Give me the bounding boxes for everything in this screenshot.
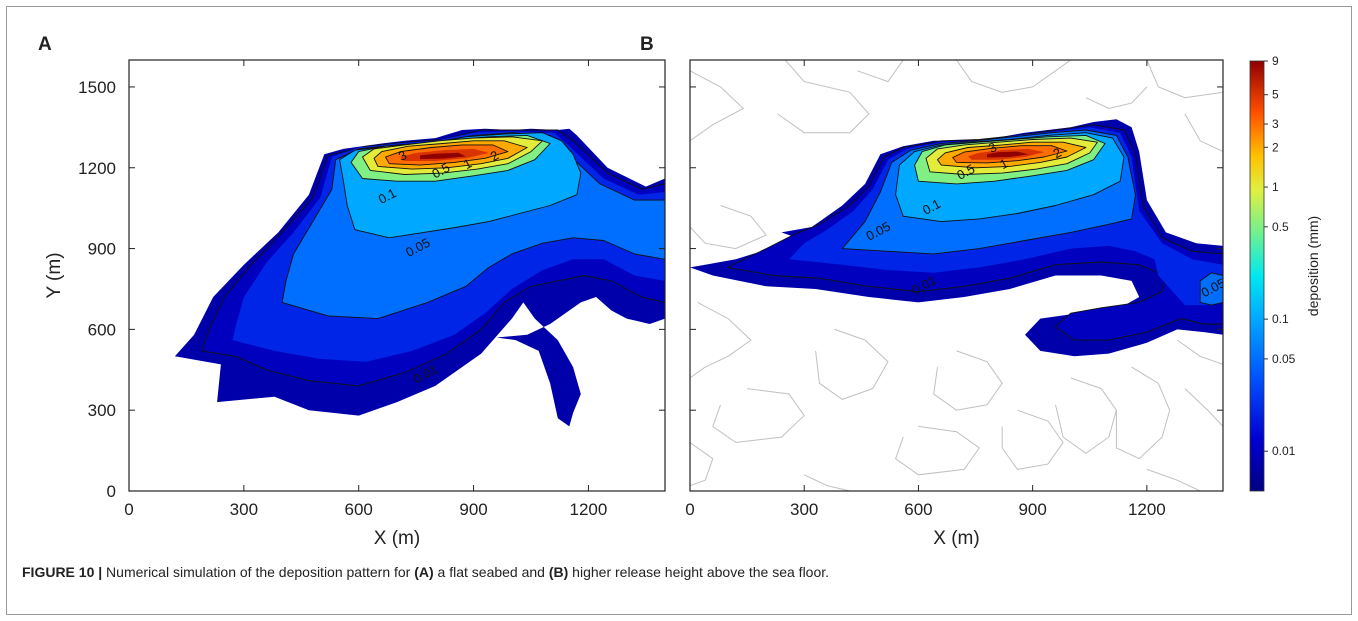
bathymetry-contour — [1146, 468, 1201, 491]
contour-label: 0.1 — [920, 196, 943, 218]
x-tick-label: 300 — [790, 500, 818, 519]
bathymetry-contour — [803, 474, 851, 491]
bathymetry-contour — [1085, 86, 1148, 110]
caption-text-2: a flat seabed and — [433, 564, 549, 580]
x-axis-label: X (m) — [933, 528, 979, 549]
bathymetry-contour — [857, 60, 904, 83]
bathymetry-contour — [1001, 409, 1064, 470]
colorbar-tick-label: 5 — [1272, 88, 1279, 102]
colorbar-tick-label: 3 — [1272, 117, 1279, 131]
y-tick-label: 1200 — [78, 159, 116, 178]
bathymetry-contour — [712, 388, 805, 444]
panel-a: A 30.5 1 20.10.050.01 0 300 600 900 1200 X (m) 0 30… — [38, 34, 666, 549]
y-tick-label: 900 — [88, 240, 116, 259]
y-tick-label: 1500 — [78, 78, 116, 97]
axes-frame — [689, 59, 1224, 492]
y-tick-label: 300 — [88, 401, 116, 420]
caption-text-1: Numerical simulation of the deposition p… — [102, 564, 415, 580]
x-tick-label: 0 — [124, 500, 133, 519]
bathymetry-contour — [690, 442, 714, 487]
bathymetry-contour — [1184, 113, 1223, 153]
bathymetry-contour — [815, 328, 889, 400]
x-tick-label: 1200 — [1128, 500, 1166, 519]
bathymetry-contour — [1177, 339, 1223, 365]
x-tick-label: 600 — [345, 500, 373, 519]
bathymetry-contour — [1146, 60, 1223, 99]
colorbar: 9 5 3 2 1 0.5 0.1 0.05 0.01 deposition (mm) — [1249, 54, 1321, 492]
y-tick-label: 600 — [88, 320, 116, 339]
colorbar-tick-label: 2 — [1272, 140, 1279, 154]
x-tick-label: 1200 — [570, 500, 608, 519]
y-tick-label: 0 — [107, 482, 116, 501]
plot-area-a: 30.5 1 20.10.050.01 — [174, 128, 665, 427]
contour-label: 0.1 — [376, 185, 399, 207]
panel-b: B 30.5 120.10.050.01 0.05 0 300 600 900 1200 X (m… — [640, 34, 1224, 549]
x-tick-label: 300 — [230, 500, 258, 519]
panel-label-b: B — [640, 34, 654, 55]
bathymetry-contour — [777, 60, 870, 134]
bathymetry-contour — [956, 60, 1071, 93]
colorbar-scale — [1249, 60, 1265, 492]
colorbar-tick-label: 0.05 — [1272, 352, 1296, 366]
bathymetry-contour — [1115, 366, 1171, 460]
caption-prefix: FIGURE 10 | — [22, 564, 103, 580]
bathymetry-contour — [933, 350, 1003, 411]
x-tick-label: 900 — [1018, 500, 1046, 519]
deposition-region — [420, 152, 466, 160]
bathymetry-contour — [690, 301, 752, 379]
x-tick-label: 900 — [459, 500, 487, 519]
y-axis-label: Y (m) — [44, 252, 65, 298]
x-tick-label: 0 — [685, 500, 694, 519]
colorbar-tick-label: 0.5 — [1272, 220, 1289, 234]
deposition-region — [987, 151, 1029, 158]
contour-label: 0.5 — [429, 160, 452, 182]
bathymetry-contour — [690, 70, 745, 142]
deposition-region — [1199, 272, 1223, 306]
bathymetry-contour — [690, 205, 767, 250]
axes-frame — [128, 59, 666, 492]
colorbar-tick-label: 1 — [1272, 180, 1279, 194]
colorbar-tick-label: 0.1 — [1272, 312, 1289, 326]
bathymetry-contour — [1184, 388, 1223, 427]
x-axis-label: X (m) — [374, 528, 420, 549]
bathymetry-contour — [895, 425, 980, 476]
colorbar-label: deposition (mm) — [1305, 216, 1321, 316]
caption-text-3: higher release height above the sea floo… — [568, 564, 830, 580]
caption-a-label: (A) — [414, 564, 434, 580]
plot-area-b: 30.5 120.10.050.01 0.05 — [690, 60, 1223, 491]
colorbar-tick-label: 0.01 — [1272, 444, 1296, 458]
bathymetry-contour — [1055, 377, 1117, 454]
figure-caption: FIGURE 10 | Numerical simulation of the … — [22, 564, 829, 580]
contour-label: 0.5 — [954, 161, 977, 183]
colorbar-tick-label: 9 — [1272, 54, 1279, 68]
panel-label-a: A — [38, 34, 52, 55]
caption-b-label: (B) — [548, 564, 569, 580]
x-tick-label: 600 — [904, 500, 932, 519]
